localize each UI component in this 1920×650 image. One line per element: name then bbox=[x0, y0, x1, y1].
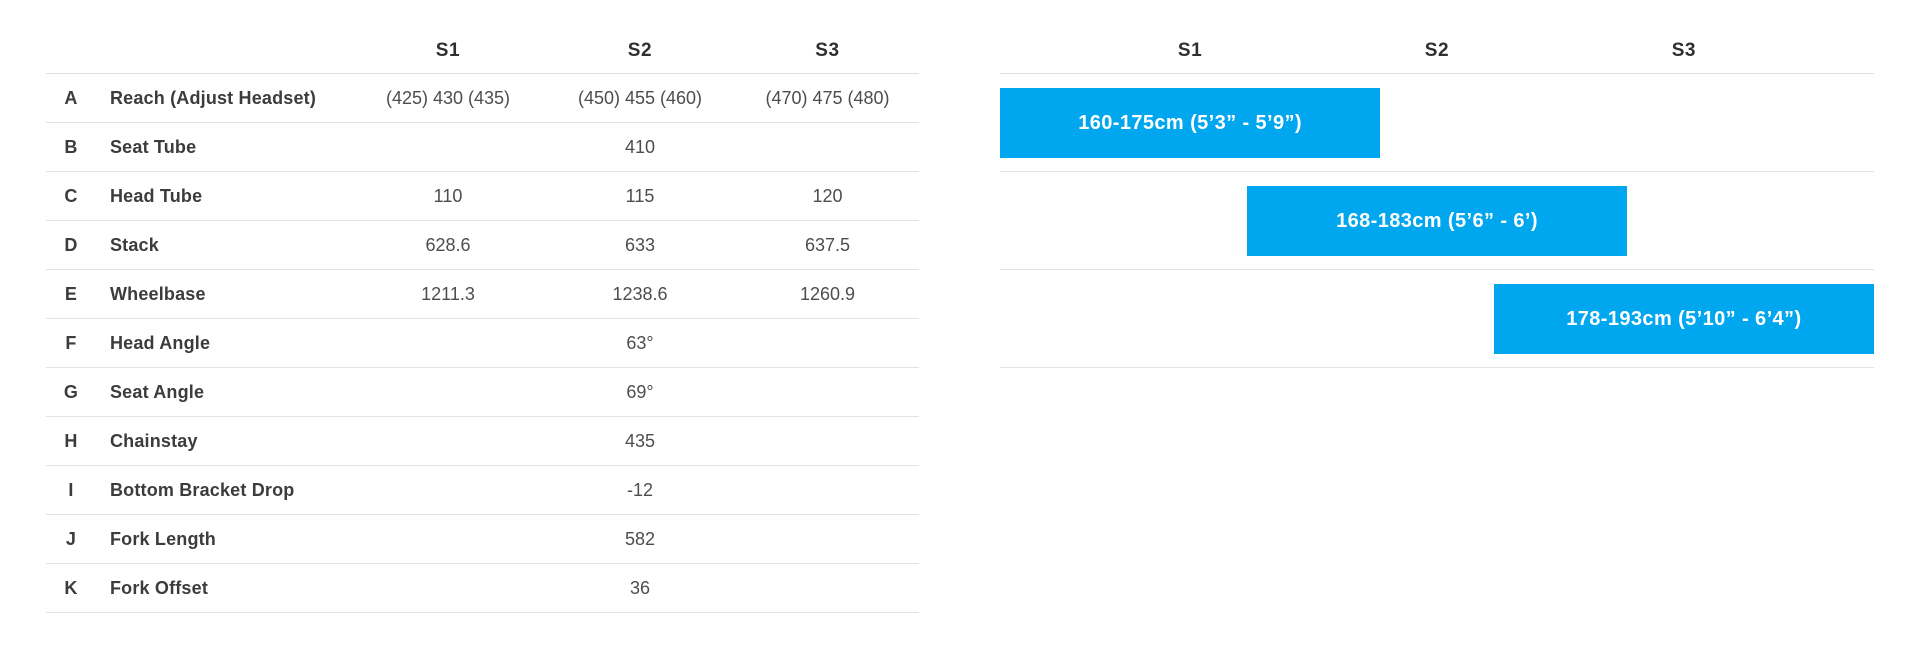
row-value-s3: 1260.9 bbox=[799, 283, 856, 304]
row-label: Head Angle bbox=[110, 332, 211, 353]
row-value-s1: (425) 430 (435) bbox=[385, 87, 511, 108]
row-label: Seat Tube bbox=[110, 136, 197, 157]
size-bar-s3: 178-193cm (5’10” - 6’4”) bbox=[1493, 284, 1874, 354]
row-letter: A bbox=[64, 87, 78, 108]
row-value-s3: 637.5 bbox=[804, 234, 851, 255]
size-bar-label: 160-175cm (5’3” - 5’9”) bbox=[1078, 112, 1302, 134]
row-value-s2: 115 bbox=[625, 185, 655, 206]
row-value-s2: -12 bbox=[626, 479, 653, 500]
row-letter: I bbox=[68, 479, 74, 500]
row-letter: H bbox=[64, 430, 78, 451]
row-value-s1: 1211.3 bbox=[421, 283, 475, 304]
row-letter: E bbox=[64, 283, 78, 304]
size-bar-label: 178-193cm (5’10” - 6’4”) bbox=[1566, 308, 1802, 330]
size-column-header-s1: S1 bbox=[1177, 40, 1203, 61]
table-row-head-angle: F Head Angle 63° bbox=[46, 319, 919, 368]
table-row-head-tube: C Head Tube 110 115 120 bbox=[46, 172, 919, 221]
table-row-bb-drop: I Bottom Bracket Drop -12 bbox=[46, 466, 919, 515]
row-value-s2: (450) 455 (460) bbox=[577, 87, 703, 108]
row-letter: J bbox=[65, 528, 77, 549]
column-header-s2: S2 bbox=[627, 39, 653, 61]
row-value-s2: 633 bbox=[624, 234, 656, 255]
row-letter: K bbox=[64, 577, 78, 598]
size-row-s3: 178-193cm (5’10” - 6’4”) bbox=[1000, 270, 1874, 368]
row-label: Chainstay bbox=[110, 430, 198, 451]
table-row-seat-tube: B Seat Tube 410 bbox=[46, 123, 919, 172]
size-chart: S1 S2 S3 160-175cm (5’3” - 5’9”) 168-183… bbox=[1000, 28, 1874, 368]
table-row-chainstay: H Chainstay 435 bbox=[46, 417, 919, 466]
row-value-s2: 582 bbox=[624, 528, 656, 549]
row-value-s2: 36 bbox=[629, 577, 651, 598]
row-value-s2: 410 bbox=[624, 136, 656, 157]
row-letter: C bbox=[64, 185, 78, 206]
column-header-s1: S1 bbox=[435, 39, 461, 61]
table-row-seat-angle: G Seat Angle 69° bbox=[46, 368, 919, 417]
table-row-fork-length: J Fork Length 582 bbox=[46, 515, 919, 564]
row-label: Wheelbase bbox=[110, 283, 206, 304]
row-letter: B bbox=[64, 136, 78, 157]
geometry-table: S1 S2 S3 A Reach (Adjust Headset) (425) … bbox=[46, 28, 919, 613]
size-row-s1: 160-175cm (5’3” - 5’9”) bbox=[1000, 74, 1874, 172]
table-row-fork-offset: K Fork Offset 36 bbox=[46, 564, 919, 613]
size-column-header-s2: S2 bbox=[1424, 40, 1450, 61]
row-label: Bottom Bracket Drop bbox=[110, 479, 295, 500]
row-label: Reach (Adjust Headset) bbox=[110, 87, 317, 108]
table-row-reach: A Reach (Adjust Headset) (425) 430 (435)… bbox=[46, 74, 919, 123]
column-header-s3: S3 bbox=[815, 39, 840, 61]
row-value-s2: 63° bbox=[626, 332, 654, 353]
size-bar-label: 168-183cm (5’6” - 6’) bbox=[1336, 210, 1538, 232]
size-row-s2: 168-183cm (5’6” - 6’) bbox=[1000, 172, 1874, 270]
row-letter: G bbox=[63, 381, 79, 402]
row-value-s2: 1238.6 bbox=[612, 283, 668, 304]
row-value-s2: 69° bbox=[626, 381, 654, 402]
row-letter: F bbox=[65, 332, 77, 353]
row-value-s1: 110 bbox=[433, 185, 463, 206]
size-column-header-s3: S3 bbox=[1671, 40, 1697, 61]
row-label: Head Tube bbox=[110, 185, 203, 206]
size-chart-header-row: S1 S2 S3 bbox=[1000, 28, 1874, 74]
size-bar-s2: 168-183cm (5’6” - 6’) bbox=[1246, 186, 1628, 256]
row-value-s3: 120 bbox=[812, 185, 843, 206]
table-row-wheelbase: E Wheelbase 1211.3 1238.6 1260.9 bbox=[46, 270, 919, 319]
geometry-header-row: S1 S2 S3 bbox=[46, 28, 919, 74]
row-value-s2: 435 bbox=[624, 430, 656, 451]
row-letter: D bbox=[64, 234, 78, 255]
row-label: Seat Angle bbox=[110, 381, 205, 402]
row-value-s3: (470) 475 (480) bbox=[765, 87, 890, 108]
row-label: Stack bbox=[110, 234, 159, 255]
row-label: Fork Length bbox=[110, 528, 216, 549]
table-row-stack: D Stack 628.6 633 637.5 bbox=[46, 221, 919, 270]
row-value-s1: 628.6 bbox=[425, 234, 471, 255]
size-bar-s1: 160-175cm (5’3” - 5’9”) bbox=[1000, 88, 1381, 158]
row-label: Fork Offset bbox=[110, 577, 208, 598]
